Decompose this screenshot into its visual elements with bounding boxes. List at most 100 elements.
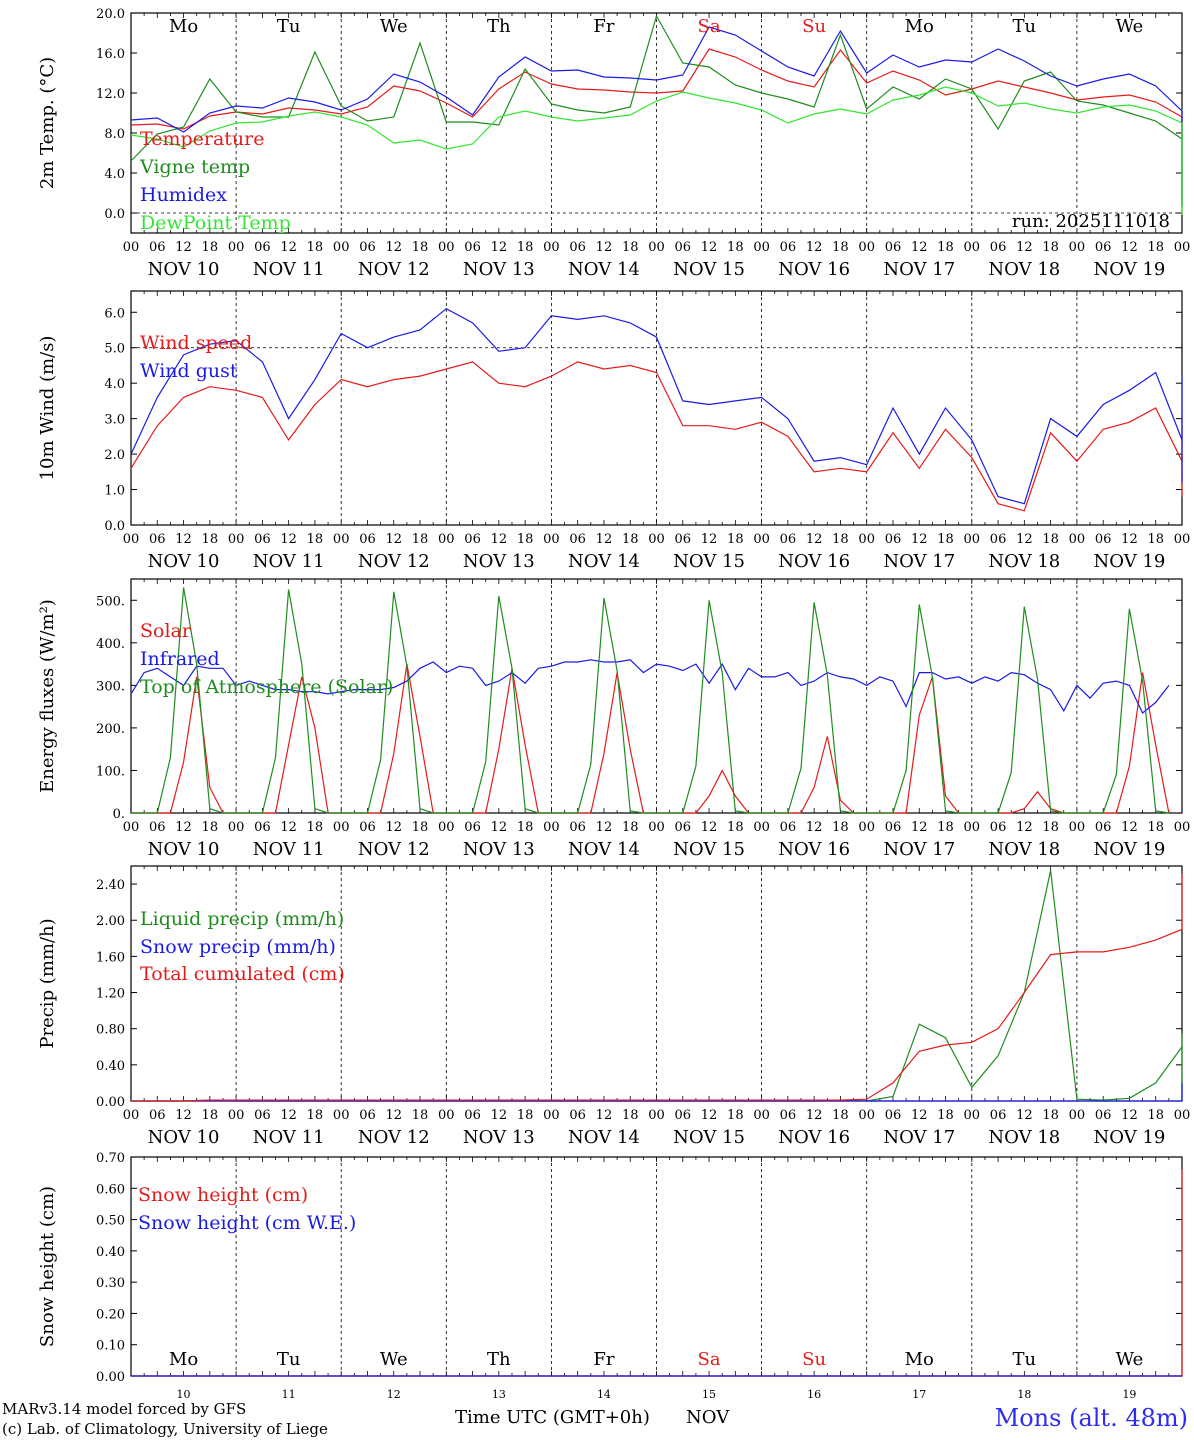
day-name-label: Mo [905,1349,934,1370]
hour-tick-label: 00 [123,1108,140,1123]
legend-entry: Snow height (cm W.E.) [138,1212,356,1234]
legend-entry: Solar [140,620,192,642]
chart-panel-2 [130,290,1183,526]
y-tick-label: 4.0 [104,167,125,182]
chart-panel-5 [130,1156,1183,1377]
y-tick-label: 0.30 [96,1276,125,1291]
hour-tick-label: 12 [175,240,192,255]
hour-tick-label: 12 [701,1108,718,1123]
chart-panel-4 [130,865,1183,1102]
hour-tick-label: 06 [359,532,376,547]
hour-tick-label: 06 [1095,240,1112,255]
hour-tick-label: 12 [701,532,718,547]
series-line-2 [130,307,1183,505]
hour-tick-label: 12 [491,240,508,255]
hour-tick-label: 18 [307,532,324,547]
hour-tick-label: 18 [1147,820,1164,835]
day-name-label: Tu [277,1349,301,1370]
hour-tick-label: 00 [438,1108,455,1123]
day-name-label: Fr [593,1349,614,1370]
hour-tick-label: 06 [990,820,1007,835]
date-label: NOV 19 [1094,1127,1166,1148]
hour-tick-label: 18 [727,240,744,255]
date-label: NOV 11 [253,551,325,572]
hour-tick-label: 06 [464,1108,481,1123]
hour-tick-label: 12 [911,1108,928,1123]
hour-tick-label: 00 [333,820,350,835]
hour-tick-label: 18 [1147,1108,1164,1123]
hour-tick-label: 00 [438,532,455,547]
hour-tick-label: 06 [569,1108,586,1123]
hour-tick-label: 00 [543,820,560,835]
hour-tick-label: 12 [175,820,192,835]
y-tick-label: 20.0 [96,7,125,22]
hour-tick-label: 18 [727,1108,744,1123]
date-label: NOV 19 [1094,551,1166,572]
day-name-label: Su [802,1349,826,1370]
hour-tick-label: 00 [543,532,560,547]
y-tick-label: 0.40 [96,1059,125,1074]
legend-entry: Temperature [140,128,264,150]
hour-tick-label: 00 [858,240,875,255]
hour-tick-label: 18 [832,820,849,835]
y-tick-label: 400. [96,637,125,652]
hour-tick-label: 06 [780,240,797,255]
hour-tick-label: 00 [1069,532,1086,547]
series-line-3 [131,873,1183,1102]
run-annotation: run: 2025111018 [1012,211,1170,232]
date-label: NOV 14 [568,551,640,572]
hour-tick-label: 00 [753,1108,770,1123]
date-label: NOV 16 [778,551,850,572]
hour-tick-label: 12 [1121,240,1138,255]
lab-credit: (c) Lab. of Climatology, University of L… [2,1420,328,1438]
hour-tick-label: 00 [123,820,140,835]
hour-tick-label: 12 [1121,820,1138,835]
date-label: NOV 15 [673,551,745,572]
hour-tick-label: 06 [990,240,1007,255]
hour-tick-label: 00 [543,240,560,255]
hour-tick-label: 12 [596,820,613,835]
station-name: Mons (alt. 48m) [995,1404,1188,1432]
hour-tick-label: 18 [517,240,534,255]
date-label: NOV 18 [988,1127,1060,1148]
date-label: NOV 17 [883,839,955,860]
date-label: NOV 15 [673,839,745,860]
date-label: NOV 10 [148,839,220,860]
hour-tick-label: 18 [307,1108,324,1123]
x-axis-label: Time UTC (GMT+0h) [455,1407,650,1428]
hour-tick-label: 18 [412,532,429,547]
hour-tick-label: 12 [385,1108,402,1123]
hour-tick-label: 12 [596,240,613,255]
day-name-label: We [1116,16,1144,37]
hour-tick-label: 18 [202,820,219,835]
hour-tick-label: 06 [569,240,586,255]
y-tick-label: 0.0 [104,207,125,222]
y-tick-label: 0.40 [96,1245,125,1260]
day-number-label: 19 [1122,1388,1136,1401]
hour-tick-label: 06 [359,820,376,835]
y-tick-label: 8.0 [104,127,125,142]
hour-tick-label: 00 [438,240,455,255]
day-number-label: 15 [702,1388,716,1401]
hour-tick-label: 00 [648,1108,665,1123]
hour-tick-label: 06 [780,820,797,835]
hour-tick-label: 00 [228,1108,245,1123]
date-label: NOV 10 [148,551,220,572]
hour-tick-label: 18 [202,240,219,255]
hour-tick-label: 06 [675,820,692,835]
hour-tick-label: 18 [832,1108,849,1123]
day-name-label: Sa [698,16,721,37]
hour-tick-label: 00 [753,240,770,255]
y-tick-label: 0.0 [104,519,125,534]
hour-tick-label: 00 [1174,1108,1191,1123]
hour-tick-label: 18 [1042,240,1059,255]
date-label: NOV 16 [778,1127,850,1148]
hour-tick-label: 06 [885,240,902,255]
hour-tick-label: 18 [412,820,429,835]
hour-tick-label: 06 [464,532,481,547]
day-name-label: Fr [593,16,614,37]
hour-tick-label: 06 [885,1108,902,1123]
legend-entry: Wind gust [140,360,238,382]
hour-tick-label: 00 [858,532,875,547]
hour-tick-label: 12 [280,532,297,547]
